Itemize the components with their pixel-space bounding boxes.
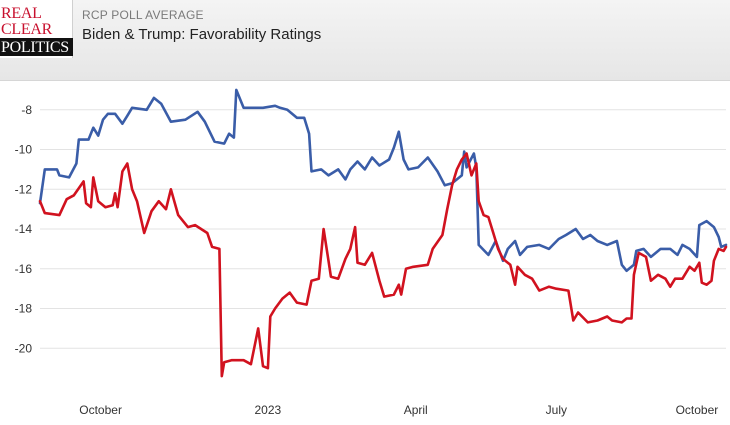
x-tick-label: October xyxy=(676,403,719,417)
favorability-line-chart: -8 -10 -12 -14 -16 -18 -20 October 2023 April Jul… xyxy=(15,88,728,417)
chart-header: REAL CLEAR POLITICS RCP POLL AVERAGE Bid… xyxy=(0,0,730,81)
y-tick-label: -10 xyxy=(15,143,33,157)
realclearpolitics-logo[interactable]: REAL CLEAR POLITICS xyxy=(0,0,73,58)
chart-eyebrow: RCP POLL AVERAGE xyxy=(82,8,204,22)
grid-lines xyxy=(40,109,726,349)
x-tick-label: July xyxy=(546,403,567,417)
y-axis-ticks: -8 -10 -12 -14 -16 -18 -20 xyxy=(15,103,33,355)
series-line-blue xyxy=(38,88,728,273)
logo-line-1: REAL xyxy=(1,5,42,22)
series-line-red xyxy=(38,152,728,378)
y-tick-label: -20 xyxy=(15,341,33,355)
chart-title: Biden & Trump: Favorability Ratings xyxy=(82,26,322,43)
y-tick-label: -8 xyxy=(21,103,32,117)
x-axis-ticks: October 2023 April July October xyxy=(79,403,718,417)
x-tick-label: October xyxy=(79,403,122,417)
y-tick-label: -14 xyxy=(15,222,33,236)
x-tick-label: 2023 xyxy=(255,403,282,417)
series-lines xyxy=(38,88,728,378)
logo-line-2: CLEAR xyxy=(1,21,52,38)
y-tick-label: -16 xyxy=(15,262,33,276)
y-tick-label: -18 xyxy=(15,302,33,316)
logo-line-3: POLITICS xyxy=(0,38,73,56)
y-tick-label: -12 xyxy=(15,182,33,196)
x-tick-label: April xyxy=(404,403,428,417)
chart-area: -8 -10 -12 -14 -16 -18 -20 October 2023 April Jul… xyxy=(0,80,730,420)
